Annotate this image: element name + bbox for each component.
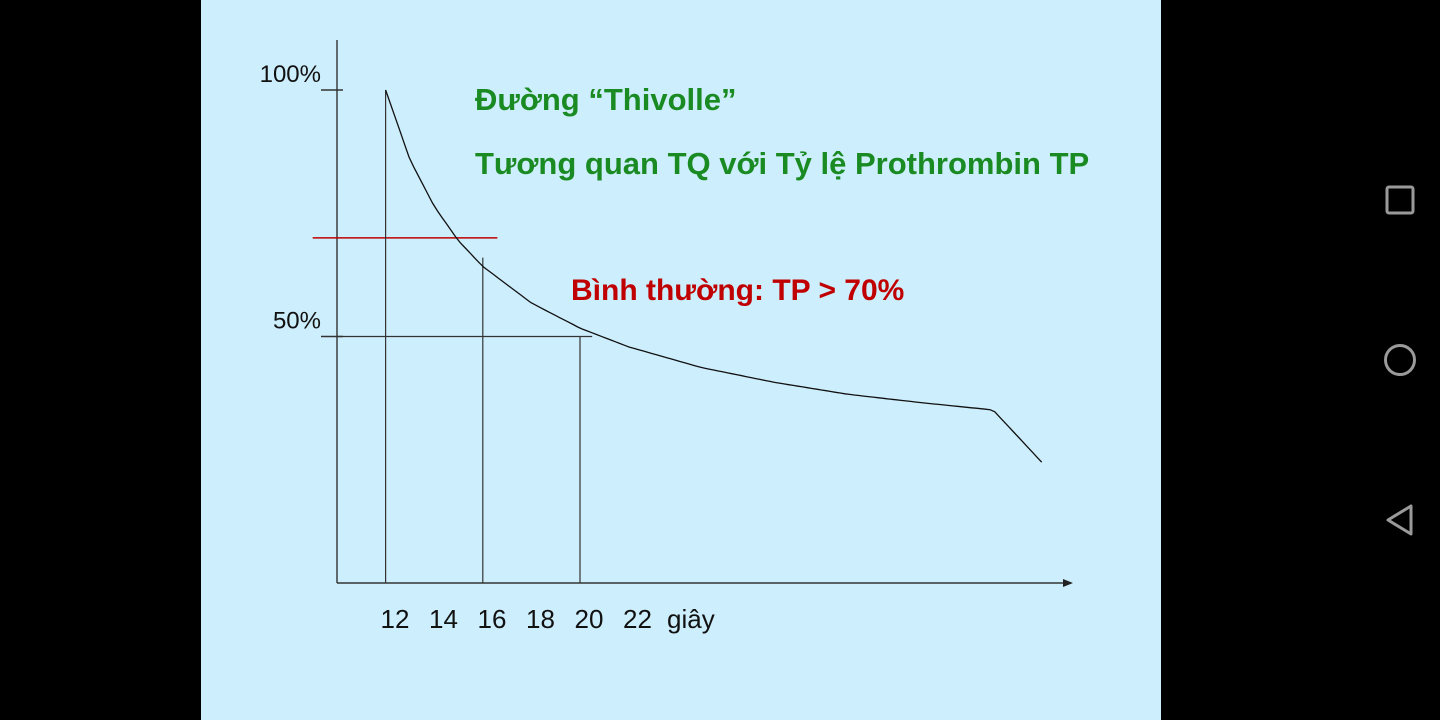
x-tick-label-18: 18 bbox=[526, 604, 555, 634]
slide: 100% 50% 12 14 16 18 20 22 giây Đường “Thivolle… bbox=[201, 0, 1161, 720]
normal-range-annotation: Bình thường: TP > 70% bbox=[571, 274, 905, 307]
y-tick-label-0: 100% bbox=[260, 61, 321, 88]
curve-group bbox=[384, 89, 1043, 463]
y-ticks: 100% 50% bbox=[260, 61, 343, 338]
x-tick-label-14: 14 bbox=[429, 604, 458, 634]
x-tick-label-22: 22 bbox=[623, 604, 652, 634]
x-axis-arrow bbox=[1063, 579, 1073, 587]
navigation-bar bbox=[1161, 0, 1440, 720]
chart-title: Đường “Thivolle” bbox=[475, 82, 737, 117]
x-unit-label: giây bbox=[667, 604, 715, 634]
reference-lines bbox=[312, 90, 593, 583]
x-tick-label-16: 16 bbox=[478, 604, 507, 634]
square-recent-apps-icon bbox=[1385, 185, 1415, 215]
y-tick-label-1: 50% bbox=[273, 308, 321, 335]
circle-home-icon bbox=[1384, 344, 1416, 376]
back-button[interactable] bbox=[1375, 495, 1425, 545]
x-ticks: 12 14 16 18 20 22 giây bbox=[381, 604, 715, 634]
thivolle-chart: 100% 50% 12 14 16 18 20 22 giây bbox=[260, 40, 1073, 634]
axes bbox=[336, 40, 1073, 587]
x-tick-label-20: 20 bbox=[575, 604, 604, 634]
recent-apps-button[interactable] bbox=[1375, 175, 1425, 225]
chart-subtitle: Tương quan TQ với Tỷ lệ Prothrombin TP bbox=[475, 146, 1090, 181]
x-tick-label-12: 12 bbox=[381, 604, 410, 634]
home-button[interactable] bbox=[1375, 335, 1425, 385]
triangle-back-icon bbox=[1386, 504, 1413, 536]
tp-curve-line bbox=[384, 89, 1043, 463]
